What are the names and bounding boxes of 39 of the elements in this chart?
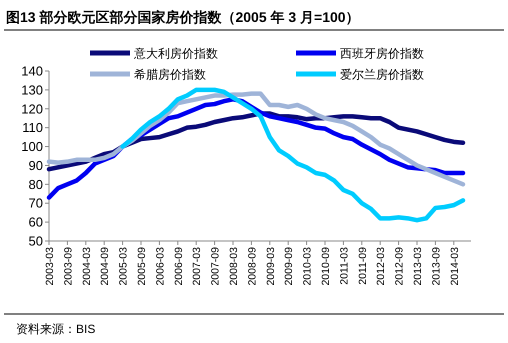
x-tick-label: 2006-09: [172, 246, 185, 286]
x-tick-label: 2012-09: [394, 246, 406, 286]
x-tick-label: 2005-09: [136, 246, 148, 286]
x-tick-label: 2006-03: [154, 246, 166, 286]
y-tick-label: 120: [21, 101, 43, 116]
x-tick-label: 2008-03: [228, 246, 240, 286]
x-tick-label: 2008-09: [246, 246, 258, 286]
x-tick-label: 2004-03: [80, 246, 93, 286]
y-tick-label: 110: [22, 120, 43, 136]
x-tick-label: 2007-03: [191, 246, 204, 286]
y-tick-label: 80: [28, 176, 43, 192]
x-tick-label: 2012-03: [375, 246, 388, 286]
legend-label: 意大利房价指数: [133, 46, 218, 60]
x-tick-label: 2009-09: [283, 246, 296, 286]
x-tick-label: 2004-09: [99, 246, 112, 286]
x-tick-label: 2007-09: [210, 246, 222, 286]
legend-label: 西班牙房价指数: [340, 46, 424, 60]
x-tick-label: 2010-03: [302, 246, 314, 286]
y-tick-label: 90: [28, 158, 43, 173]
y-tick-label: 100: [21, 139, 43, 154]
y-tick-label: 50: [28, 234, 43, 248]
text: 资料来源：BIS: [16, 322, 96, 336]
x-tick-label: 2011-09: [356, 246, 369, 285]
y-tick-label: 60: [28, 214, 43, 230]
y-tick-label: 70: [28, 196, 43, 211]
x-tick-label: 2014-03: [448, 246, 461, 286]
x-tick-label: 2013-03: [412, 246, 424, 286]
x-tick-label: 2005-03: [118, 246, 130, 286]
y-tick-label: 130: [21, 82, 43, 98]
legend-label: 爱尔兰房价指数: [340, 68, 424, 82]
x-tick-label: 2003-09: [62, 246, 74, 286]
y-tick-label: 140: [21, 64, 43, 78]
x-tick-label: 2010-09: [320, 246, 332, 286]
x-tick-label: 2013-09: [430, 246, 442, 286]
x-tick-label: 2003-03: [44, 246, 56, 286]
x-tick-label: 2009-03: [264, 246, 277, 286]
x-tick-label: 2011-03: [338, 246, 350, 285]
chart-title: 图13 部分欧元区部分国家房价指数（2005 年 3 月=100）: [6, 9, 360, 25]
legend-label: 希腊房价指数: [134, 68, 206, 82]
